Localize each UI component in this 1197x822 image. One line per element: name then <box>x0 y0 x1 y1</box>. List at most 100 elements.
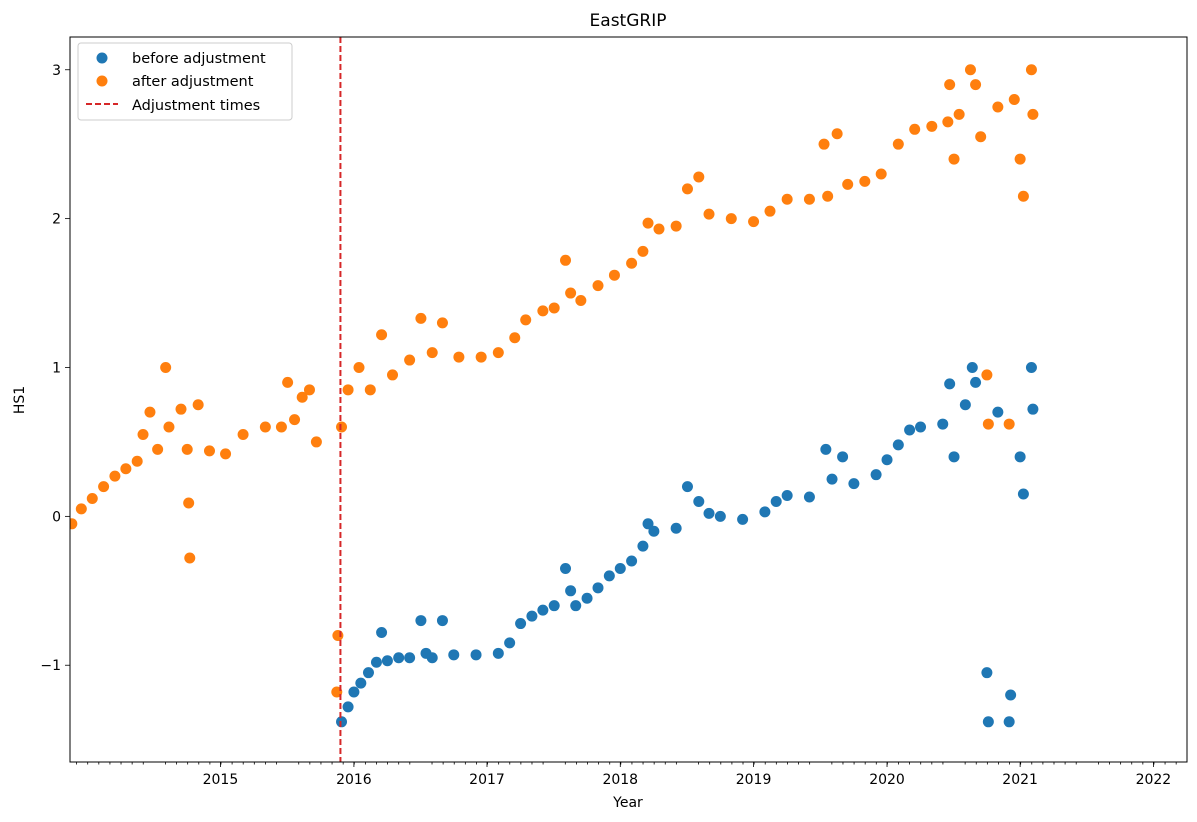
data-point <box>981 369 993 381</box>
data-point <box>537 604 549 616</box>
data-point <box>404 354 416 366</box>
data-point <box>303 384 315 396</box>
x-tick-label: 2016 <box>336 772 372 788</box>
data-point <box>75 503 87 515</box>
series-layer <box>70 64 1039 728</box>
data-point <box>870 469 882 481</box>
data-point <box>1008 94 1020 106</box>
data-point <box>565 585 577 597</box>
data-point <box>370 656 382 668</box>
x-tick-label: 2020 <box>869 772 905 788</box>
data-point <box>504 637 516 649</box>
x-axis: 2015 2016 2017 2018 2019 2020 2021 2022 <box>76 762 1177 788</box>
data-point <box>426 652 438 664</box>
data-point <box>310 436 322 448</box>
data-point <box>537 305 549 317</box>
data-point <box>353 361 365 373</box>
data-point <box>826 473 838 485</box>
data-point <box>820 443 832 455</box>
data-point <box>992 406 1004 418</box>
data-point <box>770 495 782 507</box>
data-point <box>296 391 308 403</box>
data-point <box>520 314 532 326</box>
data-point <box>1025 64 1037 76</box>
data-point <box>608 269 620 281</box>
data-point <box>848 478 860 490</box>
data-point <box>515 618 527 630</box>
x-tick-label: 2017 <box>469 772 505 788</box>
data-point <box>131 455 143 467</box>
data-point <box>175 403 187 415</box>
data-point <box>342 384 354 396</box>
data-point <box>70 518 78 530</box>
data-point <box>822 190 834 202</box>
data-point <box>387 369 399 381</box>
data-point <box>289 414 301 426</box>
data-point <box>892 138 904 150</box>
data-point <box>1017 190 1029 202</box>
data-point <box>436 317 448 329</box>
data-point <box>475 351 487 363</box>
data-point <box>152 443 164 455</box>
data-point <box>581 592 593 604</box>
data-point <box>970 79 982 91</box>
data-point <box>982 716 994 728</box>
data-point <box>975 131 987 143</box>
legend-label-after: after adjustment <box>132 74 254 90</box>
data-point <box>282 376 294 388</box>
plot-frame <box>69 36 1188 763</box>
data-point <box>944 378 956 390</box>
data-point <box>964 64 976 76</box>
data-point <box>181 443 193 455</box>
legend-marker-before <box>96 52 108 64</box>
data-point <box>448 649 460 661</box>
data-point <box>548 302 560 314</box>
x-tick-label: 2021 <box>1002 772 1038 788</box>
x-tick-label: 2018 <box>602 772 638 788</box>
data-point <box>670 522 682 534</box>
legend-marker-after <box>96 75 108 87</box>
data-point <box>831 128 843 140</box>
data-point <box>332 629 344 641</box>
x-axis-label: Year <box>612 795 643 811</box>
data-point <box>1014 153 1026 165</box>
data-point <box>959 399 971 411</box>
x-tick-label: 2015 <box>203 772 239 788</box>
data-point <box>575 295 587 307</box>
data-point <box>881 454 893 466</box>
data-point <box>748 216 760 228</box>
data-point <box>163 421 175 433</box>
data-point <box>892 439 904 451</box>
data-point <box>703 507 715 519</box>
data-point <box>548 600 560 612</box>
y-tick-label: 0 <box>52 509 61 525</box>
data-point <box>415 312 427 324</box>
data-point <box>355 677 367 689</box>
data-point <box>714 510 726 522</box>
y-tick-label: −1 <box>40 658 61 674</box>
data-point <box>192 399 204 411</box>
series-0 <box>336 361 1039 728</box>
data-point <box>648 525 660 537</box>
data-point <box>703 208 715 220</box>
data-point <box>98 481 110 493</box>
data-point <box>942 116 954 128</box>
data-point <box>681 481 693 493</box>
data-point <box>565 287 577 299</box>
data-point <box>120 463 132 475</box>
data-point <box>642 217 654 229</box>
legend: before adjustment after adjustment Adjus… <box>77 42 293 121</box>
data-point <box>137 428 149 440</box>
data-point <box>453 351 465 363</box>
data-point <box>759 506 771 518</box>
data-point <box>948 153 960 165</box>
data-point <box>220 448 232 460</box>
data-point <box>926 120 938 132</box>
data-point <box>875 168 887 180</box>
data-point <box>966 361 978 373</box>
data-point <box>376 329 388 341</box>
data-point <box>160 361 172 373</box>
data-point <box>693 171 705 183</box>
data-point <box>203 445 215 457</box>
